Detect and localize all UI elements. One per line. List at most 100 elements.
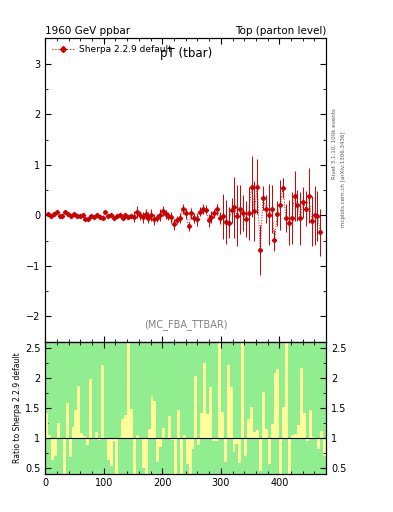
Bar — [323, 438, 326, 456]
Bar — [168, 416, 171, 438]
Bar — [279, 438, 282, 474]
Bar — [239, 438, 241, 462]
Legend: Sherpa 2.2.9 default: Sherpa 2.2.9 default — [50, 43, 173, 55]
Text: Rivet 3.1.10, 100k events: Rivet 3.1.10, 100k events — [332, 108, 337, 179]
Bar — [45, 413, 48, 438]
Bar — [116, 438, 118, 474]
Bar — [51, 438, 54, 460]
Bar — [320, 431, 323, 438]
Bar — [121, 419, 124, 438]
Bar — [268, 438, 270, 464]
Bar — [253, 432, 256, 438]
Bar — [177, 410, 180, 438]
Bar — [101, 366, 104, 438]
Bar — [230, 388, 233, 438]
Bar — [265, 429, 268, 438]
Bar — [297, 424, 300, 438]
Bar — [221, 412, 224, 438]
Bar — [165, 438, 168, 439]
Bar — [259, 438, 262, 471]
Text: mcplots.cern.ch [arXiv:1306.3436]: mcplots.cern.ch [arXiv:1306.3436] — [341, 132, 346, 227]
Bar — [241, 342, 244, 438]
Y-axis label: Ratio to Sherpa 2.2.9 default: Ratio to Sherpa 2.2.9 default — [13, 352, 22, 463]
Bar — [124, 415, 127, 438]
Bar — [244, 438, 247, 456]
Bar — [77, 387, 80, 438]
Bar — [212, 438, 215, 440]
Bar — [104, 438, 107, 439]
Text: pT (tbar): pT (tbar) — [160, 48, 212, 60]
Bar — [262, 392, 265, 438]
Bar — [206, 415, 209, 438]
Bar — [285, 342, 288, 438]
Bar — [145, 438, 148, 474]
Bar — [133, 438, 136, 474]
Bar — [89, 379, 92, 438]
Bar — [197, 438, 200, 445]
Bar — [276, 369, 279, 438]
Bar — [151, 396, 154, 438]
Bar — [218, 342, 221, 438]
Bar — [247, 419, 250, 438]
Bar — [180, 438, 183, 474]
Bar — [233, 438, 235, 452]
Bar — [282, 408, 285, 438]
Bar — [92, 438, 95, 439]
Bar — [306, 438, 309, 441]
Bar — [274, 373, 276, 438]
Bar — [63, 438, 66, 474]
Bar — [195, 376, 197, 438]
Bar — [80, 433, 83, 438]
Bar — [318, 438, 320, 449]
Bar — [303, 413, 306, 438]
Bar — [112, 438, 116, 441]
Bar — [48, 435, 51, 438]
Bar — [171, 438, 174, 440]
Bar — [98, 438, 101, 440]
Bar — [250, 408, 253, 438]
Bar — [209, 387, 212, 438]
Bar — [110, 438, 112, 466]
Bar — [142, 438, 145, 468]
Bar — [224, 438, 227, 462]
Bar — [191, 438, 195, 449]
Bar — [186, 438, 189, 464]
Bar — [54, 438, 57, 456]
Bar — [66, 403, 69, 438]
Bar — [162, 429, 165, 438]
Bar — [270, 424, 274, 438]
Bar — [288, 438, 291, 474]
Bar — [83, 436, 86, 438]
Bar — [174, 438, 177, 474]
Bar — [227, 366, 230, 438]
Bar — [154, 400, 156, 438]
Bar — [309, 410, 312, 438]
Bar — [127, 342, 130, 438]
Bar — [57, 423, 60, 438]
Bar — [159, 438, 162, 447]
Bar — [183, 435, 186, 438]
Bar — [189, 438, 191, 474]
Bar — [200, 413, 203, 438]
Text: (MC_FBA_TTBAR): (MC_FBA_TTBAR) — [144, 318, 228, 330]
Bar — [203, 362, 206, 438]
Bar — [95, 432, 98, 438]
Bar — [130, 409, 133, 438]
Text: Top (parton level): Top (parton level) — [235, 26, 326, 36]
Bar — [291, 435, 294, 438]
Bar — [300, 368, 303, 438]
Bar — [69, 438, 72, 457]
Bar — [235, 438, 239, 444]
Bar — [136, 435, 139, 438]
Bar — [74, 411, 77, 438]
Bar — [215, 438, 218, 441]
Bar — [60, 438, 63, 439]
Bar — [294, 434, 297, 438]
Bar — [148, 429, 151, 438]
Bar — [156, 438, 159, 462]
Text: 1960 GeV ppbar: 1960 GeV ppbar — [45, 26, 130, 36]
Bar — [256, 430, 259, 438]
Bar — [86, 438, 89, 445]
Bar — [72, 426, 74, 438]
Bar — [107, 438, 110, 460]
